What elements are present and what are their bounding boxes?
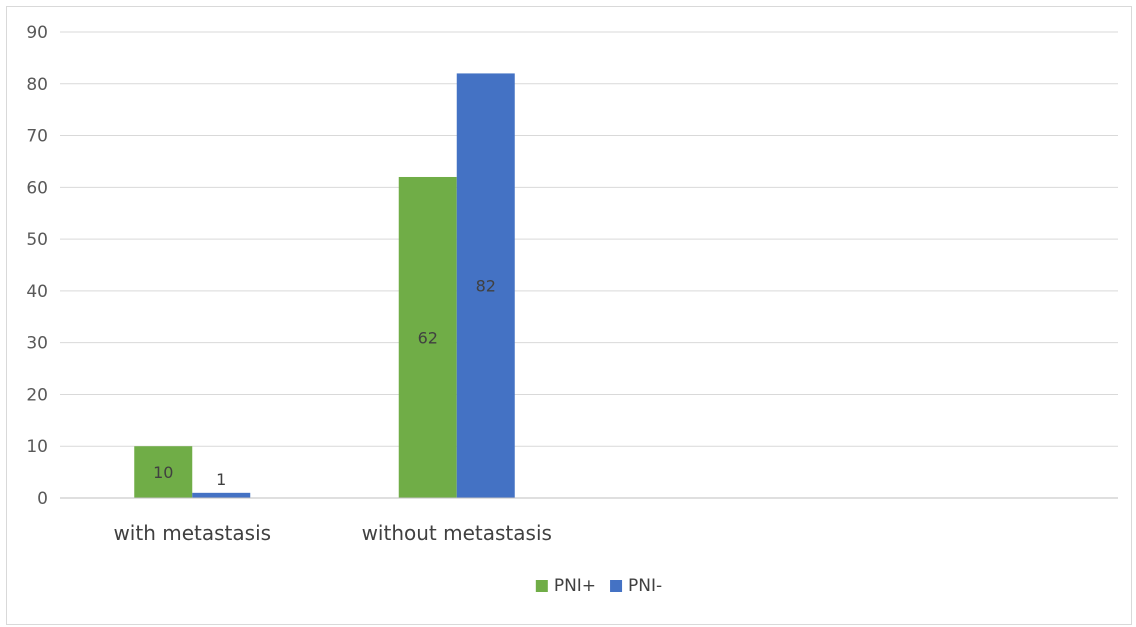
legend-label: PNI- — [628, 576, 662, 596]
legend-swatch — [535, 580, 548, 592]
bar-pni-1 — [398, 176, 457, 498]
x-category-label: with metastasis — [113, 521, 271, 545]
y-tick-label: 20 — [26, 385, 48, 405]
bar-pni-0 — [134, 446, 193, 498]
bar-pni-1 — [456, 73, 515, 498]
data-labels: 10 1 62 82 — [153, 277, 496, 489]
gridlines — [60, 31, 1118, 447]
bars — [134, 73, 515, 498]
y-tick-label: 60 — [26, 178, 48, 198]
y-tick-label: 0 — [37, 489, 48, 509]
y-tick-label: 10 — [26, 437, 48, 457]
y-tick-label: 30 — [26, 334, 48, 354]
legend-item-pni: PNI+ — [535, 576, 596, 596]
data-label: 62 — [418, 328, 438, 347]
y-tick-label: 80 — [26, 75, 48, 95]
data-label: 1 — [216, 470, 226, 489]
y-tick-label: 90 — [26, 23, 48, 43]
x-category-label: without metastasis — [362, 521, 552, 545]
legend-swatch — [610, 580, 623, 592]
legend-item-pni: PNI- — [610, 576, 662, 596]
data-label: 82 — [476, 277, 496, 296]
legend-label: PNI+ — [554, 576, 596, 596]
bar-pni-0 — [192, 492, 251, 498]
y-tick-label: 70 — [26, 127, 48, 147]
data-label: 10 — [153, 463, 173, 482]
y-tick-label: 50 — [26, 230, 48, 250]
legend: PNI+ PNI- — [535, 576, 662, 596]
axes: 0 10 20 30 40 50 60 70 80 90 with metastasis withou… — [26, 23, 1118, 545]
chart-frame — [6, 6, 1132, 625]
y-tick-label: 40 — [26, 282, 48, 302]
